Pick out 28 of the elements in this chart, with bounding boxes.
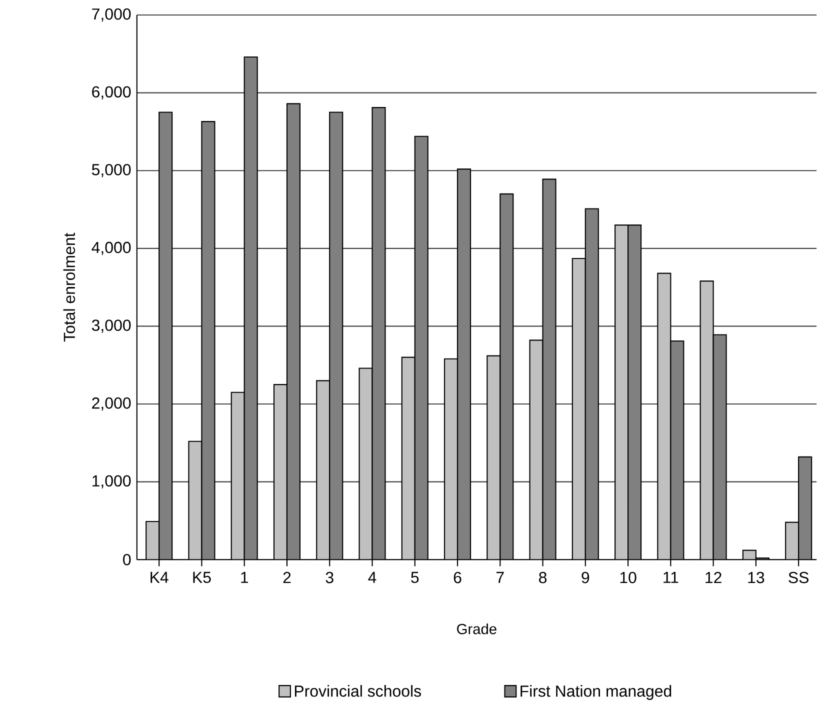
x-tick-label: 4 <box>368 572 376 583</box>
y-tick-label: 3,000 <box>92 319 131 333</box>
x-tick-label: 5 <box>411 572 419 583</box>
y-tick-label: 1,000 <box>92 475 131 488</box>
legend-label: Provincial schools <box>294 684 421 697</box>
x-tick-label: K5 <box>193 572 211 583</box>
x-tick-label: 9 <box>582 572 590 584</box>
x-tick-label: K4 <box>150 572 168 583</box>
y-tick-label: 6,000 <box>92 86 131 100</box>
y-tick-label: 2,000 <box>92 397 131 410</box>
x-tick-label: 3 <box>326 572 334 584</box>
x-axis-title: Grade <box>457 623 496 634</box>
legend-label: First Nation managed <box>520 684 672 700</box>
y-tick-label: 4,000 <box>92 242 131 255</box>
y-axis-title: Total enrolment <box>63 232 76 342</box>
x-tick-label: 11 <box>664 572 678 583</box>
y-tick-label: 7,000 <box>92 8 131 22</box>
x-tick-label: 6 <box>454 572 462 584</box>
y-tick-label: 0 <box>123 554 131 566</box>
x-tick-label: 10 <box>620 572 636 584</box>
y-tick-label: 5,000 <box>92 164 131 178</box>
x-tick-label: 12 <box>706 572 722 583</box>
x-tick-label: 2 <box>283 572 291 583</box>
x-tick-label: 8 <box>539 572 547 584</box>
x-tick-label: 13 <box>748 572 764 584</box>
x-tick-label: SS <box>788 572 808 584</box>
x-tick-label: 1 <box>241 572 248 583</box>
x-tick-label: 7 <box>496 572 504 583</box>
